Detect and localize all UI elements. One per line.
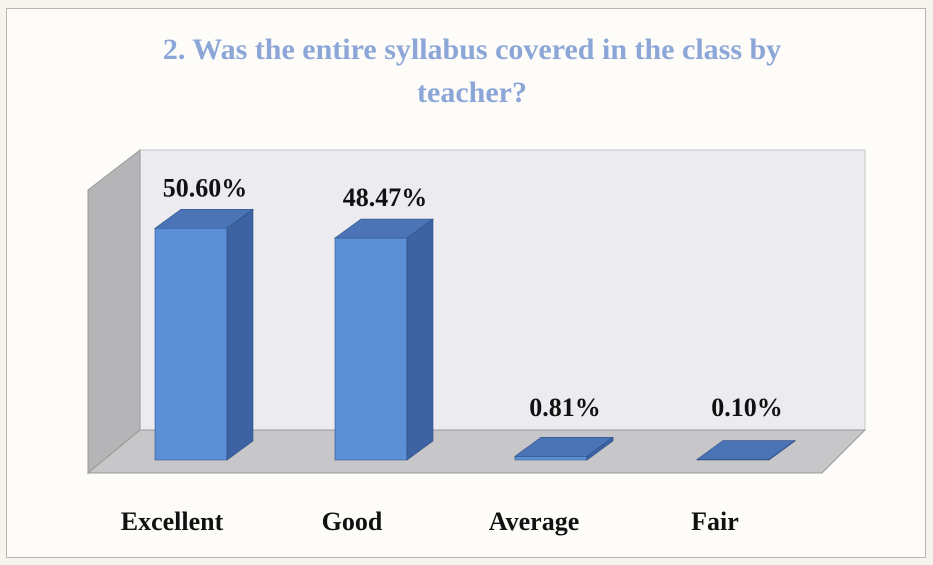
chart-title: 2. Was the entire syllabus covered in th… bbox=[162, 33, 782, 109]
bar-front bbox=[514, 455, 588, 461]
side-wall bbox=[87, 148, 141, 475]
bar-side bbox=[406, 218, 434, 461]
value-label: 48.47% bbox=[343, 183, 428, 212]
x-tick-label: Excellent bbox=[121, 507, 224, 536]
bar bbox=[696, 439, 796, 461]
bar-top bbox=[514, 436, 614, 457]
bar bbox=[154, 208, 254, 461]
x-tick-label: Average bbox=[489, 507, 579, 536]
bar-top bbox=[154, 208, 254, 229]
value-label: 0.81% bbox=[529, 393, 601, 422]
bar bbox=[334, 218, 434, 461]
bar-side bbox=[226, 208, 254, 461]
x-tick-label: Fair bbox=[691, 507, 739, 536]
bar-top bbox=[696, 440, 796, 460]
bar-top bbox=[334, 218, 434, 239]
floor bbox=[86, 429, 867, 474]
x-tick-label: Good bbox=[322, 507, 383, 536]
value-label: 0.10% bbox=[711, 393, 783, 422]
bar bbox=[514, 436, 614, 461]
value-label: 50.60% bbox=[163, 173, 248, 202]
bar-front bbox=[154, 227, 228, 461]
bar-front bbox=[334, 237, 408, 461]
